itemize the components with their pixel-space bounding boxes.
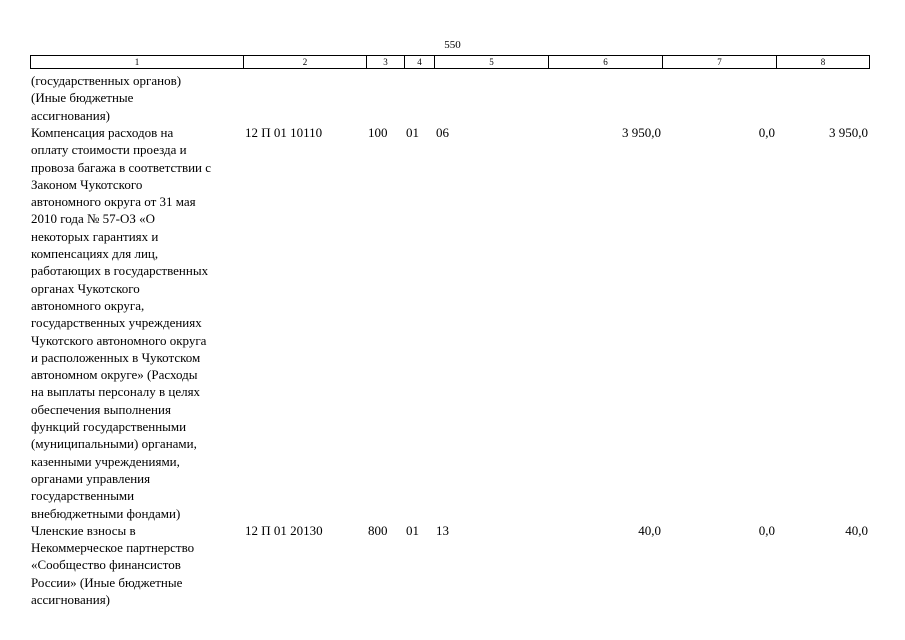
header-cell: 4 [404, 55, 435, 69]
header-cell: 2 [243, 55, 367, 69]
cell-text: 3 950,0 [622, 124, 661, 140]
cell-text: Чукотского автономного округа [31, 332, 207, 348]
header-cell: 6 [548, 55, 663, 69]
cell-text: Членские взносы в [31, 522, 136, 538]
header-cell: 3 [366, 55, 405, 69]
cell-text: 100 [368, 124, 388, 140]
cell-text: государственных учреждениях [31, 315, 202, 331]
cell-text: оплату стоимости проезда и [31, 142, 187, 158]
cell-text: 3 950,0 [829, 124, 868, 140]
cell-text: Законом Чукотского [31, 176, 143, 192]
cell-text: (Иные бюджетные [31, 90, 134, 106]
page-number: 550 [444, 39, 461, 51]
cell-text: и расположенных в Чукотском [31, 349, 201, 365]
cell-text: 06 [436, 124, 449, 140]
cell-text: (муниципальными) органами, [31, 436, 197, 452]
cell-text: России» (Иные бюджетные [31, 574, 183, 590]
cell-text: 2010 года № 57-ОЗ «О [31, 211, 156, 227]
header-cell: 7 [662, 55, 777, 69]
cell-text: автономном округе» (Расходы [31, 367, 198, 383]
cell-text: 40,0 [638, 522, 661, 538]
cell-text: некоторых гарантиях и [31, 228, 159, 244]
cell-text: органами управления [31, 470, 151, 486]
cell-text: (государственных органов) [31, 73, 182, 88]
cell-text: работающих в государственных [31, 263, 209, 279]
cell-text: 40,0 [845, 522, 868, 538]
cell-text: обеспечения выполнения [31, 401, 171, 417]
cell-text: 0,0 [758, 522, 775, 538]
header-cell: 1 [30, 55, 244, 69]
cell-text: автономного округа, [31, 297, 145, 313]
cell-text: внебюджетными фондами) [31, 505, 181, 521]
cell-text: провоза багажа в соответствии с [31, 159, 212, 175]
cell-text: 13 [436, 522, 449, 538]
cell-text: компенсациях для лиц, [31, 246, 159, 261]
cell-text: 0,0 [758, 124, 775, 140]
cell-text: казенными учреждениями, [31, 453, 180, 469]
header-cell: 8 [776, 55, 870, 69]
cell-text: ассигнования) [31, 107, 111, 123]
cell-text: Компенсация расходов на [31, 124, 174, 140]
cell-text: на выплаты персоналу в целях [31, 384, 201, 400]
cell-text: 12 П 01 10110 [245, 124, 323, 140]
cell-text: 800 [368, 522, 388, 538]
cell-text: органах Чукотского [31, 280, 140, 296]
cell-text: 01 [406, 522, 419, 538]
cell-text: государственными [31, 488, 135, 504]
cell-text: ассигнования) [31, 592, 111, 607]
cell-text: автономного округа от 31 мая [31, 194, 196, 210]
cell-text: «Сообщество финансистов [31, 557, 181, 573]
header-cell: 5 [434, 55, 549, 69]
cell-text: Некоммерческое партнерство [31, 540, 195, 556]
cell-text: 12 П 01 20130 [245, 522, 323, 538]
cell-text: 01 [406, 124, 419, 140]
cell-text: функций государственными [31, 419, 187, 434]
